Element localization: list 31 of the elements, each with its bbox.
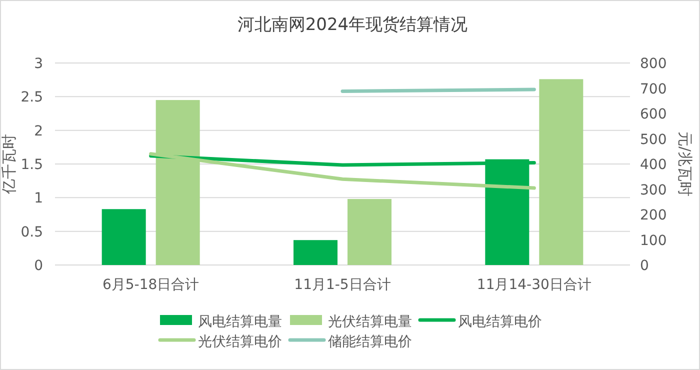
bar	[539, 79, 584, 265]
y-tick-label: 1.5	[20, 157, 43, 173]
x-tick-label: 6月5-18日合计	[102, 277, 200, 293]
legend-label: 储能结算电价	[328, 334, 412, 350]
bar	[348, 199, 392, 265]
y2-tick-label: 100	[640, 232, 667, 249]
legend-label: 光伏结算电价	[198, 334, 282, 350]
y2-tick-label: 500	[640, 132, 667, 148]
y2-tick-label: 700	[640, 81, 667, 98]
y-axis-title: 亿千瓦时	[0, 134, 18, 195]
bar	[294, 240, 338, 265]
legend-label: 风电结算电价	[458, 314, 542, 330]
y2-tick-label: 600	[640, 106, 667, 122]
chart-title: 河北南网2024年现货结算情况	[237, 15, 468, 35]
y2-axis-title: 元/兆瓦时	[676, 131, 694, 197]
y-tick-label: 1	[34, 190, 43, 207]
y-tick-label: 2.5	[20, 90, 43, 106]
y2-tick-label: 300	[640, 182, 667, 198]
y2-tick-label: 400	[640, 157, 667, 173]
legend-label: 光伏结算电量	[328, 314, 412, 330]
y2-tick-label: 0	[640, 258, 649, 274]
legend-label: 风电结算电量	[198, 314, 282, 330]
x-tick-label: 11月14-30日合计	[476, 277, 592, 293]
bar	[102, 209, 146, 265]
y2-tick-label: 800	[640, 56, 667, 72]
y-tick-label: 0	[34, 258, 43, 274]
y-tick-label: 3	[34, 56, 43, 72]
y2-tick-label: 200	[640, 208, 667, 224]
x-tick-label: 11月1-5日合计	[294, 277, 391, 293]
y-tick-label: 2	[34, 123, 43, 140]
y-tick-label: 0.5	[20, 224, 43, 240]
